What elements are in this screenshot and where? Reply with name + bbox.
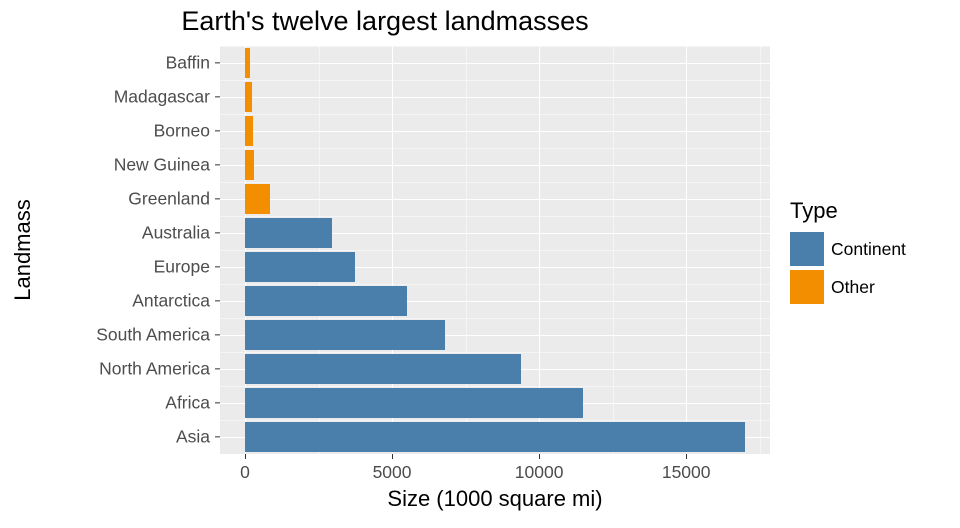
gridline-y-minor bbox=[220, 114, 770, 115]
bar bbox=[245, 184, 270, 215]
y-tick-mark bbox=[215, 130, 220, 131]
gridline-y-minor bbox=[220, 80, 770, 81]
bar bbox=[245, 354, 521, 385]
y-tick-mark bbox=[215, 300, 220, 301]
x-tick-mark bbox=[245, 454, 246, 459]
y-tick-label: Europe bbox=[154, 257, 210, 278]
y-tick-mark bbox=[215, 62, 220, 63]
legend: Type Continent Other bbox=[790, 198, 906, 308]
y-tick-mark bbox=[215, 96, 220, 97]
gridline-y-minor bbox=[220, 148, 770, 149]
y-tick-mark bbox=[215, 198, 220, 199]
y-tick-label: North America bbox=[99, 359, 210, 380]
x-tick-mark bbox=[686, 454, 687, 459]
gridline-y-major bbox=[220, 131, 770, 132]
chart-title: Earth's twelve largest landmasses bbox=[0, 6, 770, 37]
bar bbox=[245, 116, 253, 147]
chart-stage: Earth's twelve largest landmasses Asia Af… bbox=[0, 0, 960, 528]
gridline-y-major bbox=[220, 199, 770, 200]
y-axis-label: Landmass bbox=[10, 199, 36, 301]
bar bbox=[245, 422, 745, 453]
gridline-y-major bbox=[220, 97, 770, 98]
y-tick-label: South America bbox=[96, 325, 210, 346]
bar bbox=[245, 286, 407, 317]
bar bbox=[245, 82, 252, 113]
bar bbox=[245, 48, 250, 79]
y-tick-label: Borneo bbox=[154, 121, 210, 142]
x-tick-label: 5000 bbox=[373, 462, 412, 483]
bar bbox=[245, 218, 332, 249]
x-tick-label: 0 bbox=[240, 462, 250, 483]
gridline-y-major bbox=[220, 165, 770, 166]
y-tick-label: Asia bbox=[176, 427, 210, 448]
gridline-y-minor bbox=[220, 182, 770, 183]
plot-panel bbox=[220, 46, 770, 454]
legend-key bbox=[790, 270, 824, 304]
y-tick-mark bbox=[215, 334, 220, 335]
y-tick-mark bbox=[215, 232, 220, 233]
bar bbox=[245, 150, 254, 181]
gridline-y-major bbox=[220, 63, 770, 64]
y-tick-mark bbox=[215, 164, 220, 165]
bar bbox=[245, 388, 583, 419]
x-tick-mark bbox=[392, 454, 393, 459]
y-tick-label: Baffin bbox=[166, 53, 210, 74]
y-tick-mark bbox=[215, 436, 220, 437]
y-tick-label: New Guinea bbox=[114, 155, 210, 176]
gridline-y-minor bbox=[220, 454, 770, 455]
y-tick-label: Madagascar bbox=[114, 87, 210, 108]
legend-item: Other bbox=[790, 270, 906, 304]
y-tick-mark bbox=[215, 402, 220, 403]
legend-key bbox=[790, 232, 824, 266]
y-tick-label: Australia bbox=[142, 223, 210, 244]
x-axis-label: Size (1000 square mi) bbox=[387, 486, 602, 512]
bar bbox=[245, 320, 445, 351]
legend-label: Continent bbox=[831, 239, 906, 260]
legend-title: Type bbox=[790, 198, 906, 224]
y-tick-label: Africa bbox=[165, 393, 210, 414]
gridline-y-minor bbox=[220, 46, 770, 47]
y-tick-mark bbox=[215, 368, 220, 369]
x-tick-mark bbox=[539, 454, 540, 459]
legend-label: Other bbox=[831, 277, 875, 298]
x-tick-label: 15000 bbox=[662, 462, 711, 483]
bar bbox=[245, 252, 355, 283]
x-tick-label: 10000 bbox=[515, 462, 564, 483]
y-tick-mark bbox=[215, 266, 220, 267]
legend-item: Continent bbox=[790, 232, 906, 266]
y-tick-label: Greenland bbox=[128, 189, 210, 210]
y-tick-label: Antarctica bbox=[132, 291, 210, 312]
